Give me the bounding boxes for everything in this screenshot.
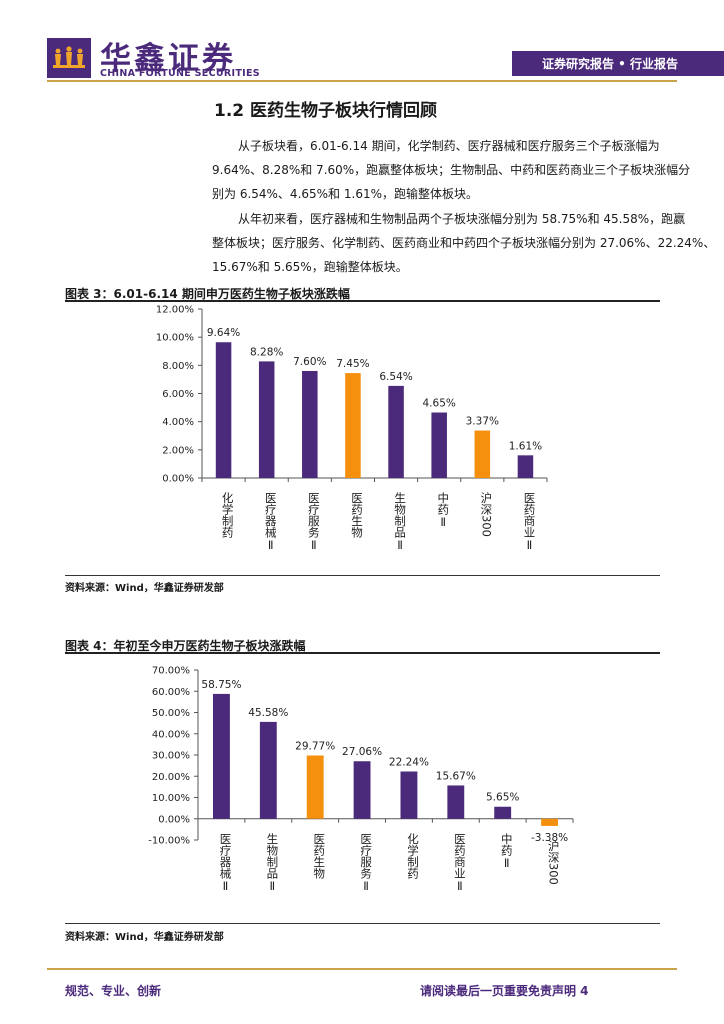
bar <box>258 361 275 478</box>
paragraph-line: 从子板块看，6.01-6.14 期间，化学制药、医疗器械和医疗服务三个子板涨幅为 <box>238 139 660 153</box>
bar <box>388 385 404 478</box>
y-tick-label: 12.00% <box>156 305 194 316</box>
paragraph-line: 从年初来看，医疗器械和生物制品两个子板块涨幅分别为 58.75%和 45.58%… <box>238 212 686 226</box>
data-label: 29.77% <box>295 740 335 752</box>
bar <box>213 693 230 819</box>
category-label: 医疗器械Ⅱ <box>264 492 278 552</box>
category-label: 医药商业Ⅱ <box>522 492 536 552</box>
report-type-label: 证券研究报告 • 行业报告 <box>542 57 679 71</box>
figure-4-top-rule <box>65 652 660 654</box>
category-label: 生物制品Ⅱ <box>393 491 407 552</box>
bar <box>447 785 465 819</box>
category-label: 医疗器械Ⅱ <box>218 833 232 893</box>
category-label: 医疗服务Ⅱ <box>359 833 373 893</box>
paragraph-line: 9.64%、8.28%和 7.60%，跑赢整体板块；生物制品、中药和医药商业三个… <box>212 163 691 177</box>
category-label: 化学制药 <box>406 832 420 880</box>
footer-divider <box>47 968 677 970</box>
figure-3-source: 资料来源：Wind，华鑫证券研发部 <box>65 583 224 594</box>
category-label: 医药商业Ⅱ <box>453 833 467 893</box>
y-tick-label: 10.00% <box>152 793 190 804</box>
bar <box>474 430 491 478</box>
data-label: 6.54% <box>379 371 412 383</box>
category-label: 医药生物 <box>312 833 326 879</box>
y-tick-label: 50.00% <box>152 708 190 719</box>
y-tick-label: 40.00% <box>152 729 190 740</box>
crown-figures-logo-icon <box>47 38 91 78</box>
brand-name-en: CHINA FORTUNE SECURITIES <box>100 68 260 79</box>
y-tick-label: 2.00% <box>162 445 194 456</box>
category-label: 医疗服务Ⅱ <box>307 492 321 552</box>
category-label: 沪深300 <box>479 491 493 537</box>
y-tick-label: -10.00% <box>148 836 190 847</box>
section-title: 1.2 医药生物子板块行情回顾 <box>214 101 438 121</box>
y-tick-label: 0.00% <box>158 814 190 825</box>
figure-4-chart: -10.00% 0.00% 10.00% 20.00% 30.00% 40.00% 50.0… <box>148 666 574 893</box>
category-label: 沪深300 <box>547 839 561 885</box>
y-tick-label: 6.00% <box>162 389 194 400</box>
header-divider <box>47 80 677 82</box>
data-label: 3.37% <box>466 416 499 428</box>
paragraph-line: 别为 6.54%、4.65%和 1.61%，跑输整体板块。 <box>212 187 478 201</box>
header-band <box>512 51 724 76</box>
data-label: 5.65% <box>486 792 519 804</box>
bar <box>345 373 361 478</box>
paragraph-line: 15.67%和 5.65%，跑输整体板块。 <box>212 260 408 274</box>
bar <box>431 412 447 478</box>
brand-name-cn: 华鑫证券 <box>100 41 236 77</box>
data-label: 1.61% <box>509 440 542 452</box>
bar <box>306 755 324 819</box>
data-label: 4.65% <box>423 398 456 410</box>
figure-4-bottom-rule <box>65 923 660 924</box>
bar <box>353 761 371 819</box>
data-label: 22.24% <box>389 756 429 768</box>
bar <box>302 370 318 478</box>
data-label: 7.45% <box>336 358 369 370</box>
y-tick-label: 0.00% <box>162 474 194 485</box>
bar <box>541 818 558 826</box>
figure-3-title: 图表 3：6.01-6.14 期间申万医药生物子板块涨跌幅 <box>65 287 350 301</box>
data-label: 27.06% <box>342 746 382 758</box>
category-label: 生物制品Ⅱ <box>265 832 279 893</box>
bar <box>400 771 418 819</box>
footer-disclaimer-page: 请阅读最后一页重要免责声明 4 <box>420 984 589 998</box>
y-tick-label: 60.00% <box>152 687 190 698</box>
category-label: 中药Ⅱ <box>500 833 514 870</box>
data-label: 45.58% <box>248 707 288 719</box>
figure-3-top-rule <box>65 300 660 302</box>
data-label: 15.67% <box>436 770 476 782</box>
figure-4-source: 资料来源：Wind，华鑫证券研发部 <box>65 932 224 943</box>
y-tick-label: 8.00% <box>162 361 194 372</box>
figure-4-title: 图表 4：年初至今申万医药生物子板块涨跌幅 <box>65 639 306 653</box>
paragraph-line: 整体板块；医疗服务、化学制药、医药商业和中药四个子板块涨幅分别为 27.06%、… <box>212 236 716 250</box>
data-label: 58.75% <box>201 679 241 691</box>
bar <box>259 721 277 819</box>
y-tick-label: 70.00% <box>152 666 190 677</box>
data-label: 7.60% <box>293 356 326 368</box>
figure-3-chart: 0.00% 2.00% 4.00% 6.00% 8.00% 10.00% 12.00% 9.6… <box>156 305 548 552</box>
y-tick-label: 30.00% <box>152 751 190 762</box>
data-label: 9.64% <box>207 327 240 339</box>
footer-slogan: 规范、专业、创新 <box>65 984 162 998</box>
data-label: 8.28% <box>250 346 283 358</box>
category-label: 中药Ⅱ <box>436 492 450 529</box>
bar <box>494 806 512 819</box>
data-label: -3.38% <box>531 832 568 844</box>
y-tick-label: 20.00% <box>152 772 190 783</box>
category-label: 医药生物 <box>350 492 364 538</box>
bar <box>215 342 232 478</box>
y-tick-label: 10.00% <box>156 333 194 344</box>
bar <box>517 455 534 478</box>
y-tick-label: 4.00% <box>162 417 194 428</box>
figure-3-bottom-rule <box>65 575 660 576</box>
category-label: 化学制药 <box>221 491 235 539</box>
